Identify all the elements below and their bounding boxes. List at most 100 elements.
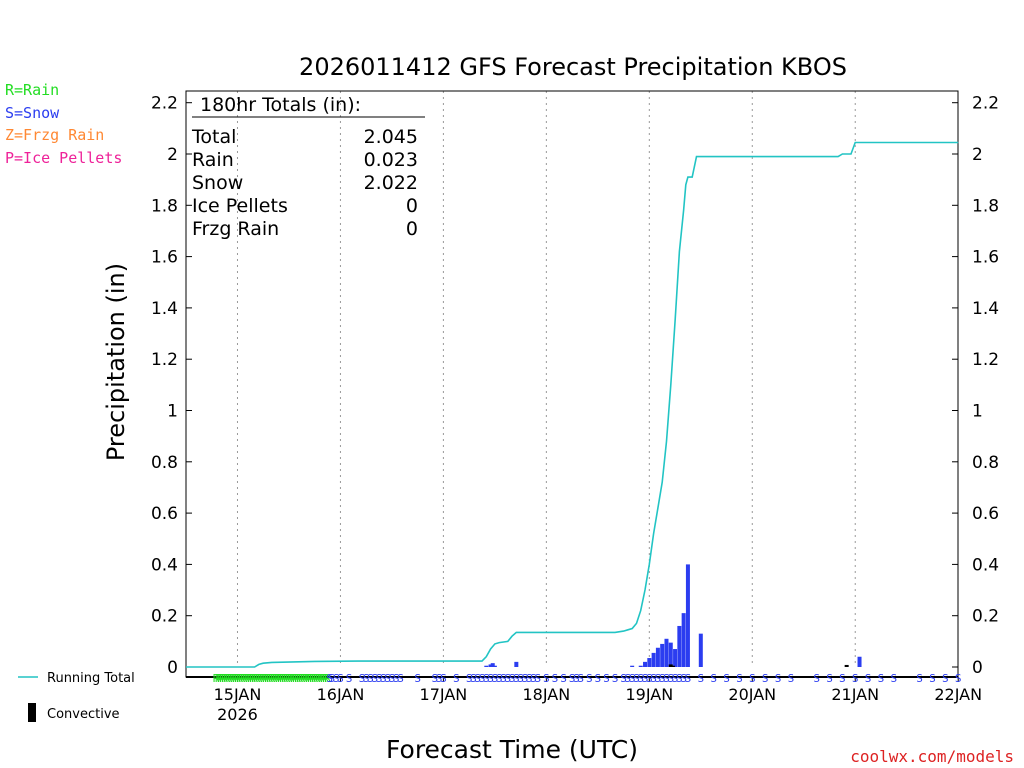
ptype-snow-marker: S	[573, 672, 580, 685]
ptype-snow-marker: S	[560, 672, 567, 685]
precip-bar	[630, 665, 635, 667]
ptype-snow-marker: S	[929, 672, 936, 685]
ptype-snow-marker: S	[389, 672, 396, 685]
ptype-snow-marker: S	[775, 672, 782, 685]
totals-row-value: 0	[406, 218, 418, 240]
ptype-snow-marker: S	[595, 672, 602, 685]
ptype-snow-marker: S	[633, 672, 640, 685]
y-tick-label-right: 0.8	[972, 453, 999, 473]
y-tick-label-right: 2.2	[972, 94, 999, 114]
precip-bar	[514, 661, 519, 667]
ptype-rain-marker: R	[311, 672, 318, 685]
ptype-snow-marker: S	[603, 672, 610, 685]
ptype-snow-marker: S	[470, 672, 477, 685]
ptype-snow-marker: S	[642, 672, 649, 685]
ptype-rain-marker: R	[245, 672, 252, 685]
ptype-snow-marker: S	[620, 672, 627, 685]
y-tick-label-right: 0.6	[972, 504, 999, 524]
ptype-snow-marker: S	[337, 672, 344, 685]
ptype-snow-marker: S	[414, 672, 421, 685]
convective-bar	[668, 664, 673, 667]
y-tick-label-right: 1.6	[972, 248, 999, 268]
ptype-rain-marker: R	[213, 672, 220, 685]
ptype-snow-marker: S	[659, 672, 666, 685]
ptype-rain-marker: R	[247, 672, 254, 685]
ptype-rain-marker: R	[292, 672, 299, 685]
ptype-snow-marker: S	[329, 672, 336, 685]
precip-bar	[638, 665, 643, 667]
ptype-rain-marker: R	[264, 672, 271, 685]
precip-bar	[673, 649, 678, 667]
precip-bar	[660, 643, 665, 667]
ptype-snow-marker: S	[552, 672, 559, 685]
legend-snow: S=Snow	[5, 104, 60, 122]
ptype-snow-marker: S	[916, 672, 923, 685]
ptype-snow-marker: S	[878, 672, 885, 685]
ptype-snow-marker: S	[955, 672, 962, 685]
totals-row-label: Snow	[192, 172, 243, 194]
ptype-snow-marker: S	[676, 672, 683, 685]
ptype-snow-marker: S	[346, 672, 353, 685]
totals-row-value: 2.045	[364, 126, 418, 148]
totals-row-value: 0.023	[364, 149, 418, 171]
ptype-snow-marker: S	[667, 672, 674, 685]
ptype-rain-marker: R	[290, 672, 297, 685]
ptype-snow-marker: S	[513, 672, 520, 685]
ptype-rain-marker: R	[281, 672, 288, 685]
convective-bar	[844, 664, 849, 667]
x-tick-label: 16JAN	[317, 685, 365, 704]
ptype-snow-marker: S	[487, 672, 494, 685]
ptype-snow-marker: S	[363, 672, 370, 685]
running-total-line	[186, 141, 959, 668]
totals-header: 180hr Totals (in):	[200, 94, 361, 116]
ptype-snow-marker: S	[629, 672, 636, 685]
precip-bar	[681, 613, 686, 667]
ptype-rain-marker: R	[236, 672, 243, 685]
y-tick-label-left: 0.4	[151, 555, 178, 575]
ptype-rain-marker: R	[217, 672, 224, 685]
ptype-snow-marker: S	[504, 672, 511, 685]
precip-bar	[651, 652, 656, 667]
ptype-rain-marker: R	[305, 672, 312, 685]
ptype-snow-marker: S	[436, 672, 443, 685]
ptype-rain-marker: R	[262, 672, 269, 685]
ptype-rain-marker: R	[221, 672, 228, 685]
ptype-rain-marker: R	[314, 672, 321, 685]
convective-bar	[670, 665, 675, 667]
precip-bar	[647, 658, 652, 667]
precip-bar	[698, 633, 703, 667]
x-tick-label: 18JAN	[523, 685, 571, 704]
ptype-rain-marker: R	[303, 672, 310, 685]
ptype-rain-marker: R	[273, 672, 280, 685]
y-tick-label-left: 0.8	[151, 453, 178, 473]
y-tick-label-right: 0.2	[972, 607, 999, 627]
ptype-rain-marker: R	[299, 672, 306, 685]
x-tick-label: 22JAN	[934, 685, 982, 704]
ptype-snow-marker: S	[479, 672, 486, 685]
y-tick-label-left: 2.2	[151, 94, 178, 114]
totals-row-value: 0	[406, 195, 418, 217]
ptype-snow-marker: S	[440, 672, 447, 685]
ptype-snow-marker: S	[359, 672, 366, 685]
ptype-snow-marker: S	[326, 672, 333, 685]
ptype-rain-marker: R	[241, 672, 248, 685]
ptype-rain-marker: R	[223, 672, 230, 685]
ptype-rain-marker: R	[219, 672, 226, 685]
ptype-snow-marker: S	[655, 672, 662, 685]
ptype-snow-marker: S	[333, 672, 340, 685]
ptype-snow-marker: S	[650, 672, 657, 685]
chart-title: 2026011412 GFS Forecast Precipitation KB…	[299, 53, 847, 81]
ptype-rain-marker: R	[279, 672, 286, 685]
ptype-rain-marker: R	[251, 672, 258, 685]
ptype-snow-marker: S	[646, 672, 653, 685]
ptype-rain-marker: R	[275, 672, 282, 685]
totals-row-value: 2.022	[364, 172, 418, 194]
ptype-rain-marker: R	[284, 672, 291, 685]
ptype-snow-marker: S	[376, 672, 383, 685]
ptype-snow-marker: S	[367, 672, 374, 685]
x-tick-label: 19JAN	[625, 685, 673, 704]
ptype-snow-marker: S	[672, 672, 679, 685]
ptype-rain-marker: R	[215, 672, 222, 685]
totals-row-label: Ice Pellets	[192, 195, 288, 217]
